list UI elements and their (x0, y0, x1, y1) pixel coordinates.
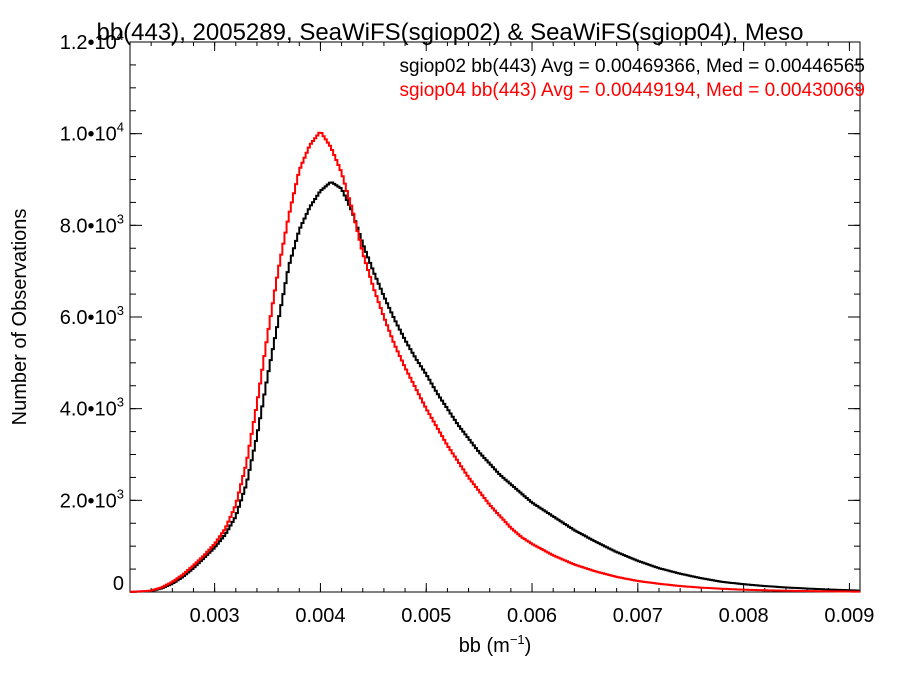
x-tick-label: 0.004 (295, 605, 345, 627)
plot-frame (129, 41, 861, 593)
y-tick-label: 1.2•104 (60, 28, 124, 54)
series-line-sgiop02 (130, 181, 860, 593)
x-axis-label-close: ) (525, 635, 532, 657)
y-tick-label: 6.0•103 (60, 303, 124, 329)
series-line-sgiop04 (130, 131, 860, 593)
x-tick-label: 0.006 (507, 605, 557, 627)
y-tick-label: 2.0•103 (60, 486, 124, 512)
series-group (130, 131, 860, 593)
x-tick-label: 0.005 (401, 605, 451, 627)
y-axis: 0 2.0•103 4.0•103 6.0•103 8.0•103 1.0•104 1.2•… (60, 28, 860, 595)
x-axis-label-exponent: −1 (510, 632, 525, 647)
y-tick-label: 1.0•104 (60, 120, 124, 146)
y-tick-label: 4.0•103 (60, 395, 124, 421)
x-tick-label: 0.009 (824, 605, 874, 627)
legend-entry-sgiop04: sgiop04 bb(443) Avg = 0.00449194, Med = … (399, 80, 865, 101)
x-tick-label: 0.003 (190, 605, 240, 627)
y-axis-label: Number of Observations (9, 209, 31, 426)
x-tick-label: 0.008 (719, 605, 769, 627)
y-tick-label: 8.0•103 (60, 211, 124, 237)
x-axis-label: bb (m−1) (459, 632, 532, 657)
legend-entry-sgiop02: sgiop02 bb(443) Avg = 0.00469366, Med = … (399, 56, 865, 77)
y-tick-label: 0 (113, 573, 124, 595)
x-axis: 0.003 0.004 0.005 0.006 0.007 0.008 0.009 (129, 42, 874, 627)
x-tick-label: 0.007 (613, 605, 663, 627)
